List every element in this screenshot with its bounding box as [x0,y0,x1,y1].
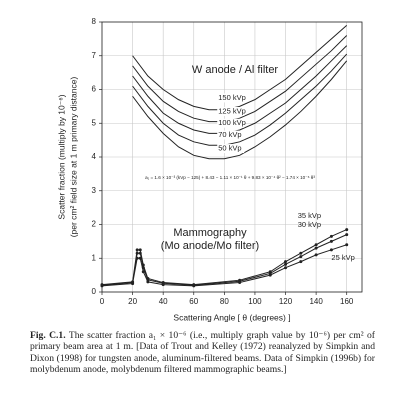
series-label: 30 kVp [298,220,321,229]
marker [238,281,242,285]
marker [138,256,142,260]
marker [146,280,150,284]
series-label: 50 kVp [218,144,241,153]
marker [284,260,288,264]
y-tick-label: 3 [92,186,97,195]
marker [314,253,318,257]
marker [135,256,139,260]
label-bg [217,118,245,128]
marker [314,246,318,250]
y-tick-label: 8 [92,17,97,26]
annotation: (Mo anode/Mo filter) [161,240,259,252]
marker [131,282,135,286]
marker [161,283,165,287]
y-tick-label: 2 [92,220,97,229]
marker [345,228,349,232]
y-tick-label: 5 [92,118,97,127]
marker [299,251,303,255]
x-tick-label: 140 [309,297,323,306]
series-label: 150 kVp [218,93,246,102]
marker [284,266,288,270]
x-tick-label: 60 [189,297,198,306]
x-tick-label: 20 [128,297,137,306]
marker [329,239,333,243]
grid [101,21,362,293]
label-bg [217,130,245,140]
chart: Scatter fraction (multiply by 10⁻⁶) (per… [56,17,363,322]
x-tick-label: 160 [340,297,354,306]
marker [345,233,349,237]
label-bg [217,144,245,154]
x-axis-label: Scattering Angle [ θ (degrees) ] [173,312,290,322]
marker [314,243,318,247]
series-label: 100 kVp [218,118,246,127]
series-label: 125 kVp [218,106,246,115]
marker [329,248,333,252]
y-tick-label: 4 [92,152,97,161]
caption-text: The scatter fraction a₁ × 10⁻⁶ (i.e., mu… [30,330,375,376]
caption-label: Fig. C.1. [30,330,66,341]
y-axis-label: (per cm² field size at 1 m primary dista… [68,77,78,238]
marker [299,260,303,264]
x-tick-label: 40 [159,297,168,306]
marker [268,273,272,277]
marker [135,248,139,252]
caption: Fig. C.1. The scatter fraction a₁ × 10⁻⁶… [30,330,375,376]
y-tick-label: 6 [92,85,97,94]
annotation: W anode / Al filter [192,64,279,76]
marker [138,248,142,252]
x-tick-label: 0 [100,297,105,306]
marker [141,270,145,274]
label-bg [217,93,245,103]
series-line [132,25,348,111]
x-tick-label: 120 [279,297,293,306]
series-line [132,35,348,123]
marker [100,284,104,288]
marker [135,251,139,255]
x-tick-label: 100 [248,297,262,306]
marker [284,262,288,266]
label-bg [217,106,245,116]
series-label: 35 kVp [298,211,321,220]
annotation: Mammography [173,227,247,239]
series-label: 70 kVp [218,130,241,139]
y-axis-label: Scatter fraction (multiply by 10⁻⁶) [56,94,66,219]
series-label: 25 kVp [331,253,354,262]
y-tick-label: 1 [92,253,97,262]
marker [138,251,142,255]
marker [329,234,333,238]
marker [192,284,196,288]
y-tick-label: 0 [92,287,97,296]
series-line [132,53,348,146]
marker [345,243,349,247]
x-tick-label: 80 [220,297,229,306]
y-tick-label: 7 [92,51,97,60]
marker [299,255,303,259]
series-line [132,60,348,160]
plot-frame [101,21,363,293]
formula: a₁ = 1.6 × 10⁻³ (kVp − 125) + 8.43 − 1.1… [145,175,315,180]
series-line [132,45,348,134]
